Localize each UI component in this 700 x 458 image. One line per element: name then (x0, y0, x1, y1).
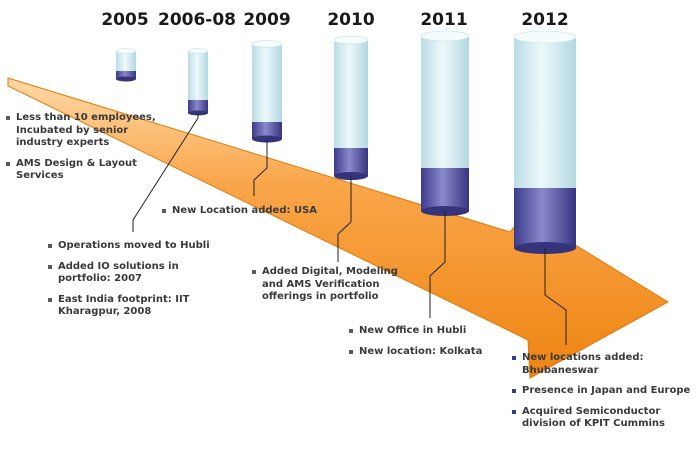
bar-2009 (251, 40, 283, 143)
year-label-2009: 2009 (243, 10, 291, 30)
milestone-bullet: Added IO solutions in portfolio: 2007 (46, 261, 216, 286)
milestone-bullet: Presence in Japan and Europe (510, 385, 695, 398)
leader-line-2010 (337, 176, 352, 262)
milestone-bullet: New location: Kolkata (347, 346, 507, 359)
milestone-2012: New locations added: Bhubaneswar Presenc… (510, 352, 695, 439)
year-label-2005: 2005 (101, 10, 149, 30)
leader-line-2012 (544, 248, 567, 345)
milestone-bullet: New Location added: USA (160, 205, 340, 218)
milestone-2011: New Office in Hubli New location: Kolkat… (347, 325, 507, 366)
bar-2005 (115, 48, 137, 82)
growth-arrow (7, 77, 669, 379)
milestone-bullet: Less than 10 employees, Incubated by sen… (4, 112, 174, 150)
leader-line-2006-08 (132, 113, 199, 232)
year-label-2010: 2010 (327, 10, 375, 30)
milestone-bullet: Added Digital, Modeling and AMS Verifica… (250, 266, 415, 304)
year-label-2011: 2011 (420, 10, 468, 30)
bar-2012 (513, 30, 577, 254)
milestone-bullet: East India footprint: IIT Kharagpur, 200… (46, 294, 216, 319)
bar-2006-08 (187, 48, 209, 116)
leader-line-2011 (429, 211, 446, 318)
bar-2011 (420, 30, 470, 216)
milestone-2010: Added Digital, Modeling and AMS Verifica… (250, 266, 415, 312)
milestone-bullet: Operations moved to Hubli (46, 240, 216, 253)
leader-line-2009 (253, 139, 268, 196)
milestone-2009: New Location added: USA (160, 205, 340, 226)
milestone-2006-08: Operations moved to Hubli Added IO solut… (46, 240, 216, 327)
milestone-bullet: New locations added: Bhubaneswar (510, 352, 695, 377)
milestone-bullet: New Office in Hubli (347, 325, 507, 338)
milestone-2005: Less than 10 employees, Incubated by sen… (4, 112, 174, 191)
year-label-2006-08: 2006-08 (157, 10, 237, 30)
milestone-bullet: Acquired Semiconductor division of KPIT … (510, 406, 695, 431)
milestone-bullet: AMS Design & Layout Services (4, 158, 174, 183)
year-label-2012: 2012 (521, 10, 569, 30)
bar-2010 (333, 35, 369, 180)
